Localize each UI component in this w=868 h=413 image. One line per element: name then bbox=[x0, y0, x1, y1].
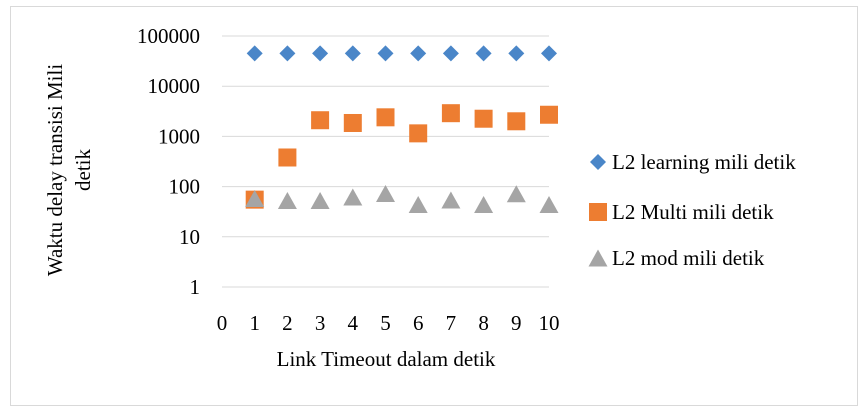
point-square-x4 bbox=[343, 113, 362, 132]
x-tick-label-10: 10 bbox=[539, 311, 560, 335]
x-tick-label-8: 8 bbox=[478, 311, 489, 335]
legend-label-2: L2 Multi mili detik bbox=[612, 200, 774, 224]
point-diamond-x9 bbox=[508, 45, 525, 62]
point-triangle-x5 bbox=[376, 184, 395, 202]
point-square-x3 bbox=[311, 111, 330, 130]
point-triangle-x8 bbox=[474, 195, 494, 213]
point-triangle-x7 bbox=[441, 191, 461, 209]
point-triangle-x6 bbox=[408, 195, 428, 213]
y-tick-labels: 1 10 100 1000 10000 100000 bbox=[137, 24, 200, 299]
y-axis-label-line-2: detik bbox=[71, 149, 95, 191]
point-diamond-x8 bbox=[475, 45, 492, 62]
point-triangle-x3 bbox=[310, 191, 330, 209]
point-diamond-x3 bbox=[312, 45, 329, 62]
point-diamond-x2 bbox=[279, 45, 296, 62]
x-tick-label-9: 9 bbox=[511, 311, 522, 335]
y-tick-label-10: 10 bbox=[179, 225, 200, 249]
legend-label-3: L2 mod mili detik bbox=[612, 246, 765, 270]
point-square-x10 bbox=[540, 105, 558, 124]
point-triangle-x1 bbox=[245, 189, 265, 207]
point-square-x2 bbox=[278, 148, 297, 167]
x-axis-label: Link Timeout dalam detik bbox=[277, 347, 496, 371]
point-square-x6 bbox=[409, 124, 428, 143]
y-tick-label-1: 1 bbox=[190, 275, 201, 299]
legend-marker-3 bbox=[588, 249, 608, 267]
y-tick-label-100: 100 bbox=[169, 175, 201, 199]
point-diamond-x10 bbox=[541, 45, 557, 62]
x-tick-label-3: 3 bbox=[315, 311, 326, 335]
x-tick-label-0: 0 bbox=[217, 311, 228, 335]
point-triangle-x10 bbox=[539, 195, 559, 213]
point-triangle-x9 bbox=[506, 185, 526, 203]
legend-label-1: L2 learning mili detik bbox=[612, 150, 796, 174]
x-tick-label-7: 7 bbox=[446, 311, 457, 335]
chart-frame bbox=[10, 6, 858, 406]
y-tick-label-1000: 1000 bbox=[158, 124, 200, 148]
point-diamond-x7 bbox=[442, 45, 459, 62]
point-square-x9 bbox=[507, 112, 526, 131]
legend-marker-2 bbox=[589, 203, 607, 221]
y-axis-label-line-1: Waktu delay transisi Mili bbox=[43, 64, 67, 277]
y-tick-label-100000: 100000 bbox=[137, 24, 200, 48]
point-square-x5 bbox=[376, 108, 395, 127]
x-tick-label-5: 5 bbox=[380, 311, 391, 335]
point-triangle-x2 bbox=[277, 191, 297, 209]
point-diamond-x6 bbox=[410, 45, 427, 62]
x-tick-label-6: 6 bbox=[413, 311, 424, 335]
data-points bbox=[245, 45, 559, 213]
point-diamond-x4 bbox=[344, 45, 361, 62]
legend-marker-1 bbox=[590, 154, 606, 170]
y-tick-label-10000: 10000 bbox=[148, 74, 201, 98]
x-tick-label-1: 1 bbox=[249, 311, 260, 335]
x-tick-label-2: 2 bbox=[282, 311, 293, 335]
point-triangle-x4 bbox=[343, 188, 363, 206]
y-axis-label: Waktu delay transisi Mili detik bbox=[43, 64, 95, 277]
x-tick-labels: 0 1 2 3 4 5 6 7 8 9 10 bbox=[217, 311, 560, 335]
point-diamond-x5 bbox=[377, 45, 394, 62]
point-diamond-x1 bbox=[246, 45, 263, 62]
gridlines bbox=[222, 35, 549, 288]
legend: L2 learning mili detik L2 Multi mili deti… bbox=[588, 150, 796, 270]
point-square-x7 bbox=[441, 104, 460, 123]
x-tick-label-4: 4 bbox=[348, 311, 359, 335]
point-square-x8 bbox=[474, 109, 493, 128]
